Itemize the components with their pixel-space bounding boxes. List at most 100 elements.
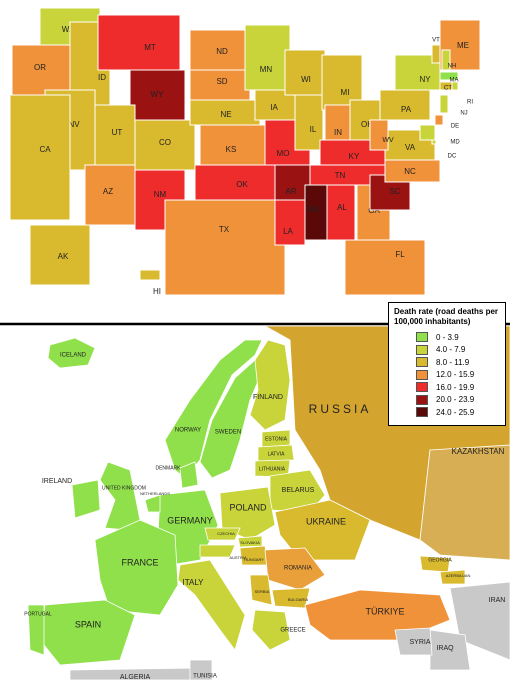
state-label: AK <box>58 252 69 261</box>
country <box>39 599 136 666</box>
state-label: MD <box>450 140 460 146</box>
country-label: SLOVAKIA <box>240 540 260 545</box>
legend-swatch <box>416 344 428 355</box>
legend-items: 0 - 3.9 4.0 - 7.9 8.0 - 11.9 12.0 - 15.9 16.… <box>394 331 500 419</box>
country <box>144 494 161 513</box>
country-label: LITHUANIA <box>259 466 286 472</box>
state <box>284 49 326 96</box>
country <box>257 444 295 462</box>
country <box>71 479 101 519</box>
country-label: BULGARIA <box>288 597 309 602</box>
state <box>439 71 459 81</box>
state <box>379 89 431 121</box>
state-label: GA <box>368 206 380 215</box>
country-label: BELARUS <box>282 487 315 494</box>
country <box>164 339 263 479</box>
state-label: TN <box>335 171 346 180</box>
country-label: UNITED KINGDOM <box>102 485 146 491</box>
country <box>47 337 96 369</box>
state <box>369 119 389 151</box>
country-label: KAZAKHSTAN <box>452 447 505 456</box>
state-label: SD <box>216 77 227 86</box>
state-label: AR <box>285 187 296 196</box>
country-label: AUSTRIA <box>229 555 247 560</box>
country-label: FINLAND <box>253 394 283 401</box>
country <box>419 444 510 561</box>
state <box>194 164 276 201</box>
country-label: LATVIA <box>268 451 286 457</box>
state <box>431 139 437 145</box>
state <box>431 44 441 64</box>
state <box>189 29 246 71</box>
country <box>177 559 246 651</box>
state-label: IN <box>334 128 342 137</box>
country-label: IRAN <box>489 597 506 604</box>
state-label: AZ <box>103 187 113 196</box>
country-label: AZERBAIJAN <box>446 573 471 578</box>
country-label: TUNISIA <box>193 674 217 680</box>
legend-label: 12.0 - 15.9 <box>436 370 475 380</box>
country <box>179 461 199 489</box>
country <box>199 359 263 479</box>
state-label: NJ <box>460 111 467 117</box>
state <box>164 199 286 296</box>
state-label: NY <box>419 75 431 84</box>
legend-item: 0 - 3.9 <box>394 331 500 344</box>
state <box>294 94 324 151</box>
state <box>199 124 266 166</box>
country-label: UKRAINE <box>306 516 346 526</box>
state-label: SC <box>389 187 400 196</box>
country-label: IRAQ <box>436 645 454 652</box>
legend-swatch <box>416 332 428 343</box>
state-label: OR <box>34 63 46 72</box>
state-label: ME <box>457 41 469 50</box>
legend-swatch <box>416 357 428 368</box>
country-label: SERBIA <box>255 589 270 594</box>
state-label: NV <box>68 120 80 129</box>
state <box>274 164 311 201</box>
country <box>251 609 291 651</box>
country-label: SPAIN <box>75 619 101 629</box>
state <box>97 14 181 71</box>
country-label: ALGERIA <box>120 674 151 680</box>
state-label: TX <box>219 225 230 234</box>
state-label: MA <box>450 78 459 84</box>
state-label: NC <box>404 167 416 176</box>
legend-item: 20.0 - 23.9 <box>394 394 500 407</box>
country <box>199 544 236 558</box>
state <box>139 269 161 281</box>
state-label: ID <box>98 73 106 82</box>
legend-label: 8.0 - 11.9 <box>436 357 470 367</box>
state <box>419 124 436 141</box>
country-label: PORTUGAL <box>24 611 52 617</box>
country <box>69 667 201 680</box>
country-label: GREECE <box>280 628 305 634</box>
state-label: NH <box>448 64 457 70</box>
country <box>219 486 276 541</box>
legend-label: 20.0 - 23.9 <box>436 395 475 405</box>
country-label: HUNGARY <box>244 557 264 562</box>
state-label: UT <box>112 128 123 137</box>
legend-label: 0 - 3.9 <box>436 332 459 342</box>
country-label: CZECHIA <box>217 531 235 536</box>
country <box>439 569 466 585</box>
state-label: MO <box>277 149 290 158</box>
state-label: OK <box>236 180 248 189</box>
legend-item: 4.0 - 7.9 <box>394 344 500 357</box>
state-label: WI <box>301 75 311 84</box>
country <box>249 339 291 431</box>
state-label: KY <box>349 152 360 161</box>
country-label: GERMANY <box>167 515 213 525</box>
legend-swatch <box>416 394 428 405</box>
country-label: RUSSIA <box>309 402 372 416</box>
country <box>27 604 45 656</box>
country-label: POLAND <box>229 502 267 512</box>
legend-label: 24.0 - 25.9 <box>436 407 475 417</box>
state-label: IA <box>270 103 278 112</box>
country-label: GEORGIA <box>428 557 452 563</box>
state-label: DE <box>451 124 459 130</box>
state-label: MN <box>260 65 273 74</box>
state-label: CA <box>39 145 51 154</box>
country <box>99 461 141 531</box>
